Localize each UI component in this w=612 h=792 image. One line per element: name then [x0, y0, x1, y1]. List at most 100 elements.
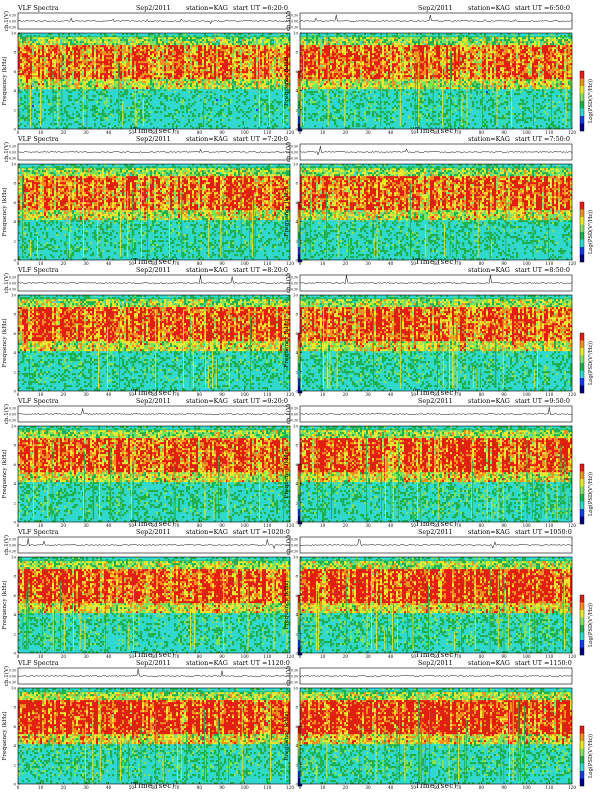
spectrogram-cell — [76, 65, 79, 68]
spectrogram-cell — [248, 81, 251, 84]
spectrogram-cell — [178, 53, 181, 56]
spectrogram-cell — [62, 51, 65, 54]
spectrogram-cell — [182, 51, 185, 54]
spectrogram-cell — [242, 65, 245, 68]
spectrogram-cell — [204, 51, 207, 54]
spectrogram-cell — [286, 51, 289, 54]
spectrogram-cell — [144, 47, 147, 50]
spectrogram-cell — [134, 55, 137, 58]
spectrogram-cell — [236, 107, 239, 110]
spectrogram-cell — [146, 57, 149, 60]
spectrogram-cell — [128, 115, 131, 118]
spectrogram-cell — [50, 43, 53, 46]
spectrogram-cell — [176, 61, 179, 64]
spectrogram-cell — [210, 111, 213, 114]
spectrogram-cell — [104, 43, 107, 46]
spectrogram-cell — [240, 77, 243, 80]
spectrogram-cell — [216, 61, 219, 64]
spectrogram-cell — [64, 85, 67, 88]
spectrogram-cell — [146, 67, 149, 70]
spectrogram-cell — [156, 75, 159, 78]
spectrogram-cell — [70, 43, 73, 46]
spectrogram-cell — [32, 63, 35, 66]
spectrogram-cell — [88, 53, 91, 56]
spectrogram-cell — [30, 55, 33, 58]
spectrogram-cell — [116, 43, 119, 46]
spectrogram-cell — [76, 67, 79, 70]
spectrogram-cell — [210, 77, 213, 80]
spectrogram-cell — [100, 87, 103, 90]
spectrogram-cell — [94, 45, 97, 48]
spectrogram-cell — [158, 57, 161, 60]
spectrogram-cell — [56, 69, 59, 72]
spectrogram-cell — [262, 99, 265, 102]
spectrogram-cell — [272, 51, 275, 54]
spectrogram-cell — [94, 81, 97, 84]
spectrogram-cell — [240, 85, 243, 88]
spectrogram-cell — [58, 85, 61, 88]
spectrogram-cell — [236, 101, 239, 104]
spectrogram-cell — [146, 65, 149, 68]
spectrogram-cell — [272, 53, 275, 56]
spectrogram-cell — [182, 107, 185, 110]
spectrogram-cell — [88, 61, 91, 64]
spectrogram-cell — [60, 53, 63, 56]
spectrogram-cell — [130, 73, 133, 76]
spectrogram-cell — [270, 53, 273, 56]
spectrogram-cell — [36, 37, 39, 40]
spectrogram-cell — [276, 43, 279, 46]
spectrogram-cell — [84, 109, 87, 112]
spectrogram-cell — [18, 39, 21, 42]
spectrogram-cell — [204, 49, 207, 52]
spectrogram-cell — [220, 79, 223, 82]
spectrogram-cell — [304, 117, 307, 120]
spectrogram-cell — [156, 53, 159, 56]
spectrogram-cell — [46, 97, 49, 100]
spectrogram-cell — [278, 39, 281, 42]
spectrogram-cell — [276, 71, 279, 74]
spectrogram-cell — [268, 51, 271, 54]
spectrogram-cell — [148, 47, 151, 50]
spectrogram-cell — [42, 69, 45, 72]
spectrogram-cell — [80, 117, 83, 120]
spectrogram-cell — [150, 67, 153, 70]
spectrogram-cell — [316, 103, 319, 106]
spectrogram-cell — [164, 95, 167, 98]
spectrogram-cell — [270, 87, 273, 90]
spectrogram-cell — [160, 51, 163, 54]
spectrogram-cell — [18, 87, 21, 90]
spectrogram-cell — [86, 87, 89, 90]
spectrogram-cell — [122, 75, 125, 78]
spectrogram-cell — [328, 79, 331, 82]
spectrogram-cell — [160, 47, 163, 50]
spectrogram-cell — [58, 99, 61, 102]
spectrogram-cell — [44, 53, 47, 56]
spectrogram-cell — [164, 47, 167, 50]
spectrogram-cell — [128, 119, 131, 122]
spectrogram-cell — [206, 91, 209, 94]
spectrogram-cell — [228, 59, 231, 62]
spectrogram-cell — [330, 77, 333, 80]
spectrogram-cell — [110, 111, 113, 114]
spectrogram-cell — [160, 65, 163, 68]
spectrogram-cell — [242, 47, 245, 50]
spectrogram-cell — [56, 127, 59, 130]
spectrogram-cell — [84, 85, 87, 88]
spectrogram-cell — [210, 47, 213, 50]
spectrogram-cell — [126, 75, 129, 78]
spectrogram-cell — [310, 49, 313, 52]
spectrogram-cell — [194, 109, 197, 112]
spectrogram-cell — [230, 75, 233, 78]
spectrogram-cell — [318, 73, 321, 76]
spectrogram-cell — [240, 41, 243, 44]
spectrogram-cell — [138, 57, 141, 60]
spectrogram-cell — [94, 59, 97, 62]
spectrogram-cell — [278, 57, 281, 60]
spectrogram-cell — [196, 61, 199, 64]
spectrogram-cell — [98, 69, 101, 72]
spectrogram-cell — [316, 73, 319, 76]
spectrogram-cell — [24, 53, 27, 56]
spectrogram-cell — [284, 47, 287, 50]
spectrogram-cell — [32, 73, 35, 76]
